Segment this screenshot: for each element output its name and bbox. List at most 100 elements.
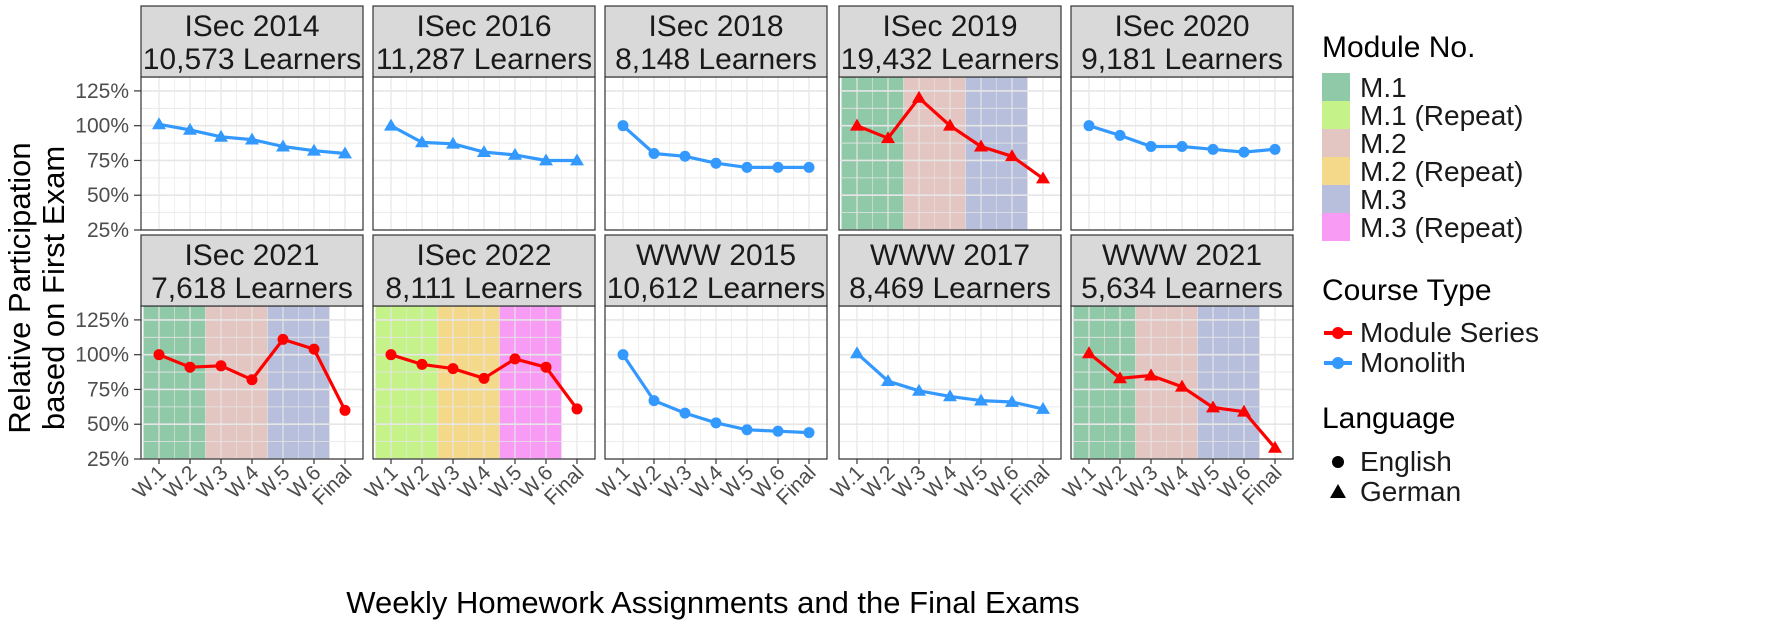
facet-title: ISec 2022: [416, 239, 551, 272]
data-point: [509, 353, 521, 365]
gridlines: [141, 306, 363, 460]
facet-subtitle: 5,634 Learners: [1081, 272, 1283, 305]
legend-label: M.1 (Repeat): [1360, 100, 1523, 131]
data-point: [1144, 368, 1158, 381]
facet-title: ISec 2019: [882, 10, 1017, 43]
data-point: [741, 424, 753, 436]
data-point: [153, 349, 165, 361]
data-point: [1175, 379, 1189, 392]
data-point: [772, 161, 784, 173]
data-point: [338, 146, 352, 159]
data-point: [912, 90, 926, 103]
data-point: [245, 132, 259, 145]
y-tick-label: 100%: [75, 115, 129, 138]
facet-strip: [1070, 5, 1294, 78]
data-point: [540, 361, 552, 373]
facet-strip: [604, 5, 828, 78]
data-point: [803, 427, 815, 439]
legend-marker-triangle: [1330, 484, 1346, 498]
data-point: [308, 343, 320, 355]
data-point: [276, 139, 290, 152]
y-axis-title-line-2: based on First Exam: [36, 146, 71, 430]
legend-swatch: [1322, 185, 1350, 213]
data-point: [710, 417, 722, 429]
data-point: [648, 395, 660, 407]
data-point: [974, 139, 988, 152]
data-point: [415, 135, 429, 148]
data-point: [1036, 171, 1050, 184]
y-tick-label: 75%: [87, 149, 129, 172]
legend-title-module: Module No.: [1322, 31, 1475, 64]
facet-strip: [838, 5, 1062, 78]
data-point: [1145, 141, 1157, 153]
data-point: [277, 333, 289, 345]
data-point: [215, 360, 227, 372]
legend-label: M.2: [1360, 128, 1407, 159]
data-point: [385, 349, 397, 361]
y-tick-label: 75%: [87, 378, 129, 401]
data-point: [1206, 400, 1220, 413]
data-point: [339, 404, 351, 416]
data-point: [384, 118, 398, 131]
data-point: [1114, 129, 1126, 141]
legend-swatch: [1322, 129, 1350, 157]
legend-label: M.3: [1360, 184, 1407, 215]
data-point: [1083, 120, 1095, 132]
data-point: [571, 403, 583, 415]
data-point: [803, 161, 815, 173]
y-axis-title-line-1: Relative Participation: [2, 142, 37, 433]
facet-title: WWW 2017: [870, 239, 1030, 272]
data-point: [1207, 143, 1219, 155]
data-point: [772, 425, 784, 437]
data-point: [1268, 440, 1282, 453]
facet-title: ISec 2014: [184, 10, 319, 43]
legend-marker: [1332, 327, 1344, 339]
facet-strip: [372, 5, 596, 78]
facet-subtitle: 8,111 Learners: [385, 272, 582, 305]
facet-subtitle: 8,148 Learners: [615, 43, 817, 76]
gridlines: [839, 306, 1061, 460]
data-point: [1005, 149, 1019, 162]
data-point: [447, 363, 459, 375]
facet-title: ISec 2018: [648, 10, 783, 43]
legend-label: Module Series: [1360, 317, 1539, 348]
data-point: [478, 372, 490, 384]
legend-swatch: [1322, 213, 1350, 241]
data-point: [850, 118, 864, 131]
data-point: [1269, 143, 1281, 155]
data-point: [912, 383, 926, 396]
data-point: [741, 161, 753, 173]
data-point: [183, 122, 197, 135]
gridlines: [605, 77, 827, 231]
facet-title: ISec 2020: [1114, 10, 1249, 43]
data-point: [617, 120, 629, 132]
legend: Module No. M.1M.1 (Repeat)M.2M.2 (Repeat)…: [1322, 31, 1539, 507]
y-tick-label: 25%: [87, 219, 129, 242]
data-point: [307, 143, 321, 156]
legend-swatch: [1322, 157, 1350, 185]
legend-label: M.2 (Repeat): [1360, 156, 1523, 187]
legend-title-course-type: Course Type: [1322, 274, 1492, 307]
data-point: [943, 118, 957, 131]
facet-title: ISec 2021: [184, 239, 319, 272]
y-tick-label: 125%: [75, 309, 129, 332]
data-point: [648, 148, 660, 159]
y-tick-label: 50%: [87, 184, 129, 207]
data-point: [617, 349, 629, 361]
data-point: [679, 407, 691, 419]
data-point: [184, 361, 196, 373]
data-point: [881, 374, 895, 387]
facet-strip: [372, 234, 596, 307]
data-point: [508, 147, 522, 160]
facet-subtitle: 19,432 Learners: [841, 43, 1060, 76]
legend-marker-circle: [1332, 456, 1344, 468]
